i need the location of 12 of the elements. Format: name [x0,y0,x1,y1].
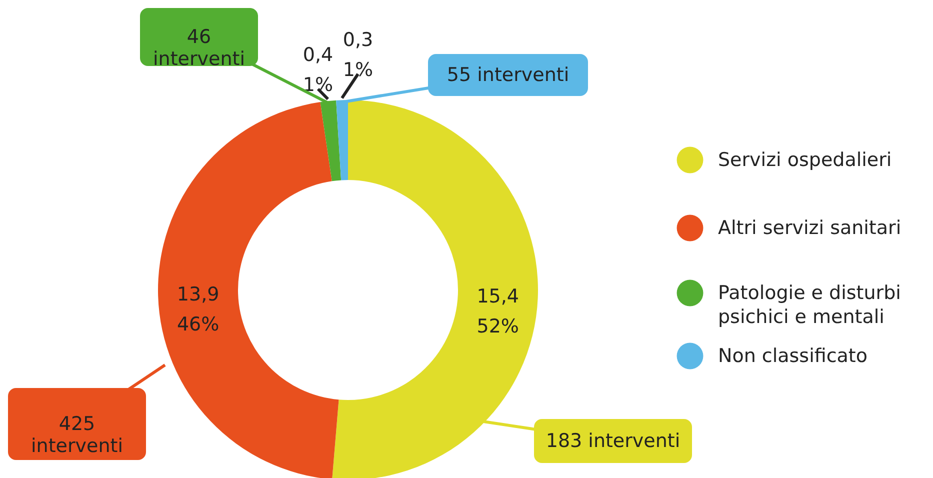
text: 55 interventi [446,64,570,86]
data-label: 13,9 46% [176,284,220,336]
legend-label: Servizi ospedalieri [718,149,892,171]
data-label: 15,4 52% [476,285,520,338]
data-label: 0,3 1% [342,29,374,81]
legend-label: Patologie e disturbi psichici e mentali [718,282,901,328]
legend-label: Non classificato [718,345,868,367]
data-label: 0,4 1% [302,44,334,96]
text: 425 interventi [31,413,123,457]
text: 183 interventi [546,430,680,452]
legend-label: Altri servizi sanitari [718,217,902,239]
text: 46 interventi [153,26,245,70]
